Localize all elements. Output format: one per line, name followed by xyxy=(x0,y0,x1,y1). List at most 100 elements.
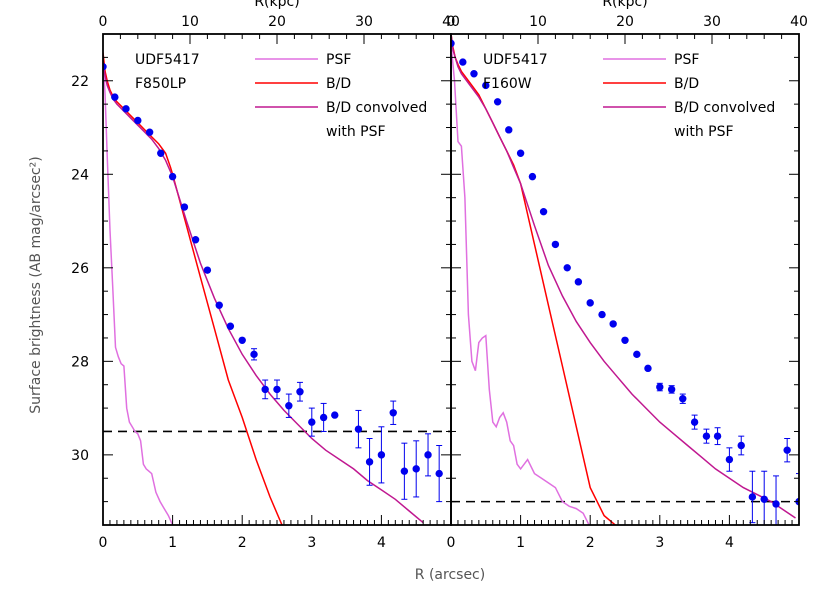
data-point xyxy=(470,70,478,78)
x-tick-label: 4 xyxy=(725,535,734,551)
legend-label: PSF xyxy=(326,52,351,68)
panel-label: F850LP xyxy=(135,76,186,92)
y-tick-label: 30 xyxy=(71,448,89,464)
panels: 0 1 2 3 40 10 20 30 40R(kpc)2224262830UDF5417F85… xyxy=(71,0,808,551)
data-point xyxy=(598,310,606,319)
legend-label: B/D convolved xyxy=(674,100,775,116)
top-x-tick-label: 20 xyxy=(268,14,286,30)
data-point xyxy=(528,172,537,181)
panel-1: 0 1 2 3 40 10 20 30 40R(kpc)2224262830UDF5417F85… xyxy=(71,0,460,551)
data-point xyxy=(737,441,745,450)
x-tick-label: 0 xyxy=(447,535,456,551)
y-tick-label: 26 xyxy=(71,261,89,277)
data-point xyxy=(377,451,386,459)
data-point xyxy=(145,128,154,136)
top-x-axis-title: R(kpc) xyxy=(254,0,299,10)
series-line-b-d-convolved-with-psf xyxy=(451,34,796,519)
data-point xyxy=(435,469,443,478)
x-tick-label: 1 xyxy=(168,535,177,551)
data-point xyxy=(308,418,316,426)
legend-label: B/D convolved xyxy=(326,100,427,116)
data-point xyxy=(389,409,397,417)
top-x-axis-title: R(kpc) xyxy=(602,0,647,10)
legend-label: B/D xyxy=(674,76,699,92)
data-point xyxy=(424,451,432,459)
data-point xyxy=(261,385,269,394)
data-point xyxy=(180,203,189,211)
data-point xyxy=(365,458,374,466)
data-point xyxy=(505,126,513,134)
data-point xyxy=(157,149,165,157)
top-x-tick-label: 10 xyxy=(529,14,547,30)
data-point xyxy=(656,383,664,391)
legend-label: B/D xyxy=(326,76,351,92)
data-point xyxy=(203,266,212,274)
top-x-tick-label: 10 xyxy=(181,14,199,30)
data-point xyxy=(296,388,304,396)
x-tick-label: 2 xyxy=(586,535,595,551)
data-point xyxy=(482,81,490,90)
top-x-tick-label: 40 xyxy=(790,14,808,30)
data-point xyxy=(667,385,676,394)
top-x-tick-label: 30 xyxy=(703,14,721,30)
top-x-tick-label: 30 xyxy=(355,14,373,30)
series-line-b-d xyxy=(103,52,283,525)
data-point xyxy=(111,93,119,101)
data-point xyxy=(168,172,177,181)
data-point xyxy=(586,299,594,307)
data-point xyxy=(609,320,617,328)
legend-label: with PSF xyxy=(674,124,734,140)
x-tick-label: 0 xyxy=(99,535,108,551)
data-point xyxy=(574,278,583,286)
panel-label: UDF5417 xyxy=(135,52,200,68)
y-axis-title: Surface brightness (AB mag/arcsec²) xyxy=(28,156,44,413)
data-point xyxy=(725,455,734,464)
x-tick-label: 3 xyxy=(307,535,316,551)
data-point xyxy=(273,385,281,394)
data-point xyxy=(191,236,200,244)
data-point xyxy=(783,446,791,454)
top-x-tick-label: 20 xyxy=(616,14,634,30)
data-point xyxy=(539,207,548,216)
data-point xyxy=(354,425,363,433)
data-point xyxy=(644,364,652,373)
x-tick-label: 4 xyxy=(377,535,386,551)
top-x-tick-label: 0 xyxy=(99,14,108,30)
data-point xyxy=(748,493,757,501)
data-point xyxy=(563,264,571,272)
plot-area xyxy=(451,34,799,525)
x-tick-label: 1 xyxy=(516,535,525,551)
data-point xyxy=(633,350,641,359)
data-point xyxy=(760,495,768,503)
data-point xyxy=(331,411,339,419)
x-axis-title: R (arcsec) xyxy=(415,567,485,583)
series-line-b-d-convolved-with-psf xyxy=(103,61,424,524)
data-point xyxy=(103,63,107,71)
x-tick-label: 2 xyxy=(238,535,247,551)
legend-label: with PSF xyxy=(326,124,386,140)
data-point xyxy=(215,301,223,309)
data-point xyxy=(459,58,467,66)
data-point xyxy=(493,98,502,106)
panel-label: UDF5417 xyxy=(483,52,548,68)
data-point xyxy=(238,336,246,344)
series-line-psf xyxy=(103,57,174,525)
data-point xyxy=(319,413,328,422)
data-point xyxy=(412,465,420,473)
panel-2: 0 1 2 3 40 10 20 30 40R(kpc)UDF5417F160WPSFB/DB/… xyxy=(447,0,808,551)
y-tick-label: 22 xyxy=(71,74,89,90)
data-point xyxy=(250,350,258,359)
y-tick-label: 28 xyxy=(71,354,89,370)
data-point xyxy=(772,500,780,508)
data-point xyxy=(679,395,687,403)
data-point xyxy=(122,105,130,113)
data-point xyxy=(713,432,722,440)
data-point xyxy=(226,322,235,330)
data-point xyxy=(451,39,455,48)
data-point xyxy=(285,402,293,410)
plot-area xyxy=(103,52,451,525)
data-point xyxy=(690,418,699,426)
data-point xyxy=(516,149,525,157)
series-line-psf xyxy=(451,43,590,525)
